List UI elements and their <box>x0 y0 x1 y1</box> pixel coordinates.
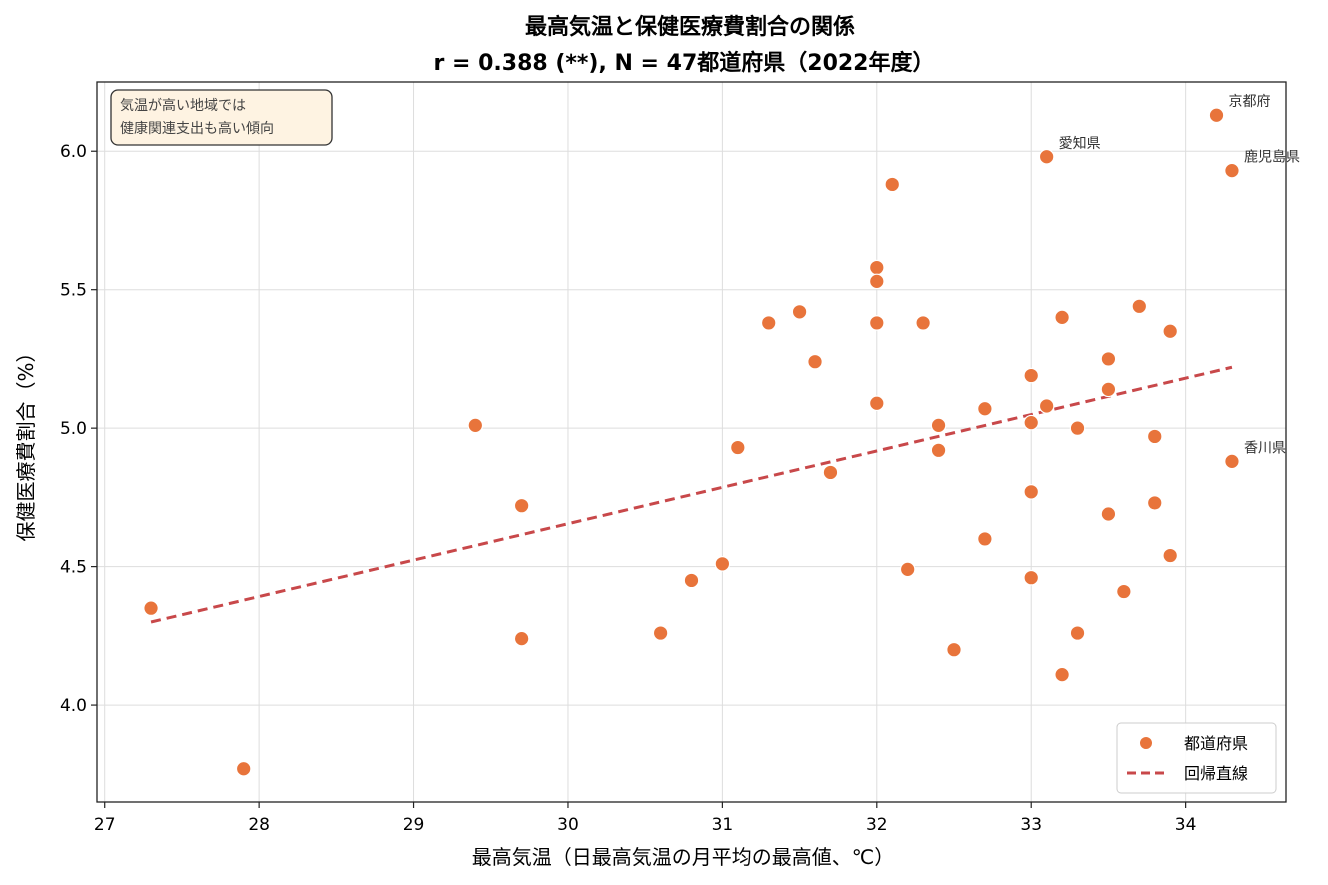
data-point <box>1023 414 1040 431</box>
x-axis-label: 最高気温（日最高気温の月平均の最高値、℃） <box>472 845 894 869</box>
y-tick-label: 4.0 <box>60 696 87 716</box>
x-tick-label: 32 <box>866 815 888 835</box>
data-point <box>730 439 746 456</box>
chart-title: 最高気温と保健医療費割合の関係 <box>525 14 855 40</box>
x-tick-label: 30 <box>557 815 579 835</box>
data-point <box>1069 625 1086 641</box>
y-axis-label: 保健医療費割合（%） <box>14 342 38 541</box>
y-axis-ticks: 4.0 4.5 5.0 5.5 6.0 <box>60 142 97 716</box>
y-tick-label: 5.0 <box>60 419 87 439</box>
data-point <box>915 315 931 331</box>
y-tick-label: 4.5 <box>60 558 87 578</box>
x-axis-ticks: 27 28 29 30 31 32 33 34 <box>94 802 1197 835</box>
data-point <box>1162 323 1178 340</box>
data-point <box>714 556 731 572</box>
data-point <box>1023 484 1040 500</box>
data-point <box>1131 298 1148 315</box>
data-point <box>822 464 839 481</box>
data-point <box>1038 398 1055 414</box>
data-point <box>143 600 159 616</box>
data-point <box>868 273 885 290</box>
data-point <box>930 417 947 434</box>
point-annotation: 鹿児島県 <box>1244 149 1300 166</box>
point-annotation: 京都府 <box>1229 94 1271 110</box>
data-point <box>1162 547 1178 564</box>
data-point <box>884 176 901 193</box>
data-point <box>930 442 947 459</box>
data-point <box>977 400 993 417</box>
data-point <box>1224 162 1240 179</box>
grid <box>97 82 1286 802</box>
point-annotation: 香川県 <box>1244 440 1286 456</box>
data-point <box>1146 495 1163 511</box>
legend-label-points: 都道府県 <box>1184 734 1248 753</box>
legend: 都道府県 回帰直線 <box>1116 722 1277 794</box>
data-point <box>868 395 885 412</box>
note-box-background <box>110 89 333 146</box>
data-point <box>1023 569 1040 586</box>
legend-marker-points <box>1139 736 1153 750</box>
point-annotation: 愛知県 <box>1059 135 1101 152</box>
data-point <box>683 572 700 589</box>
data-point <box>467 417 484 434</box>
legend-box <box>1116 722 1277 794</box>
data-point <box>1100 506 1117 522</box>
regression-layer <box>150 365 1233 624</box>
legend-label-regression: 回帰直線 <box>1184 764 1248 783</box>
data-point <box>1054 309 1070 326</box>
data-point <box>652 625 669 641</box>
data-point <box>1038 148 1055 165</box>
points-layer <box>143 107 1240 777</box>
data-point <box>946 641 962 658</box>
note-box: 気温が高い地域では 健康関連支出も高い傾向 <box>110 89 333 146</box>
plot-area-frame <box>96 81 1287 803</box>
note-line-1: 気温が高い地域では <box>120 97 246 114</box>
data-point <box>791 304 808 320</box>
x-tick-label: 34 <box>1175 815 1197 835</box>
data-point <box>1208 107 1225 124</box>
data-point <box>1023 367 1040 384</box>
data-point <box>1146 428 1163 445</box>
x-tick-label: 28 <box>248 815 270 835</box>
x-tick-label: 31 <box>712 815 734 835</box>
x-tick-label: 27 <box>94 815 116 835</box>
note-line-2: 健康関連支出も高い傾向 <box>120 120 274 137</box>
data-point <box>513 630 530 647</box>
data-point <box>977 531 993 547</box>
data-point <box>1224 453 1240 470</box>
y-tick-label: 6.0 <box>60 142 87 162</box>
data-point <box>868 259 885 276</box>
y-tick-label: 5.5 <box>60 281 87 301</box>
data-point <box>235 760 252 777</box>
data-point <box>1054 666 1070 683</box>
chart-subtitle: r = 0.388 (**), N = 47都道府県（2022年度） <box>434 50 935 76</box>
data-point <box>760 315 777 331</box>
data-point <box>899 561 916 578</box>
x-tick-label: 33 <box>1020 815 1042 835</box>
data-point <box>1116 583 1132 600</box>
data-point <box>513 497 530 514</box>
data-point <box>1100 351 1117 367</box>
data-point <box>1100 381 1117 398</box>
data-point <box>1069 420 1086 436</box>
regression-line <box>150 365 1233 624</box>
x-tick-label: 29 <box>403 815 425 835</box>
data-point <box>807 353 823 370</box>
data-point <box>868 315 885 331</box>
